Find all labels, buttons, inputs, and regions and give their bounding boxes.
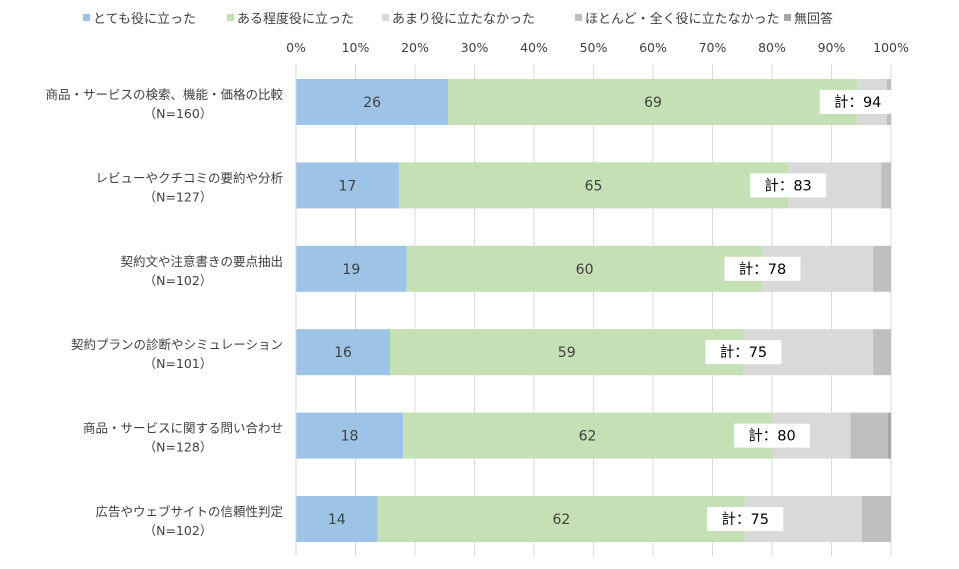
- total-label: 計：80: [748, 428, 795, 445]
- bar-segment: [873, 329, 891, 376]
- bar-segment: [406, 245, 763, 292]
- total-label: 計：83: [764, 177, 811, 194]
- legend-label: とても役に立った: [93, 12, 196, 27]
- category-n-label: （N=101）: [144, 356, 213, 371]
- category-label: 広告やウェブサイトの信頼性判定: [95, 504, 283, 519]
- data-label: 60: [576, 262, 594, 278]
- category-label: 契約文や注意書きの要点抽出: [120, 254, 283, 269]
- data-label: 14: [328, 512, 346, 528]
- category-label: 商品・サービスの検索、機能・価格の比較: [45, 87, 283, 102]
- category-label: 商品・サービスに関する問い合わせ: [83, 421, 283, 436]
- bar-segment: [398, 162, 789, 209]
- data-label: 59: [558, 345, 576, 361]
- x-tick-label: 70%: [699, 40, 727, 55]
- bar-segment: [873, 245, 891, 292]
- x-tick-label: 30%: [461, 40, 489, 55]
- total-label: 計：75: [720, 344, 767, 361]
- x-tick-label: 40%: [520, 40, 548, 55]
- category-n-label: （N=160）: [144, 106, 213, 121]
- bar-segment: [296, 329, 391, 376]
- legend-label: ほとんど・全く役に立たなかった: [585, 11, 780, 27]
- data-label: 62: [552, 512, 570, 528]
- total-label: 計：78: [739, 261, 786, 278]
- bar-segment: [296, 79, 449, 125]
- category-n-label: （N=128）: [144, 440, 213, 455]
- total-label-box: [750, 173, 827, 198]
- data-label: 16: [334, 345, 352, 361]
- legend-swatch: [83, 14, 90, 21]
- legend-label: ある程度役に立った: [237, 11, 354, 27]
- bar-segment: [861, 496, 891, 542]
- legend-swatch: [575, 14, 582, 21]
- bar-segment: [888, 412, 891, 459]
- data-label: 19: [342, 262, 360, 278]
- bar-segment: [296, 412, 404, 459]
- bar-segment: [390, 329, 744, 376]
- bar-segment: [448, 79, 858, 125]
- data-label: 18: [341, 429, 359, 445]
- legend-swatch: [227, 14, 234, 21]
- data-label: 26: [363, 95, 381, 111]
- x-tick-label: 0%: [286, 40, 306, 55]
- category-n-label: （N=102）: [144, 273, 213, 288]
- data-label: 65: [585, 178, 603, 194]
- x-tick-label: 20%: [401, 40, 429, 55]
- bar-segment: [850, 412, 889, 459]
- x-tick-label: 100%: [873, 40, 909, 55]
- total-label-box: [734, 423, 810, 448]
- x-tick-label: 60%: [639, 40, 667, 55]
- category-n-label: （N=127）: [144, 189, 213, 204]
- legend-swatch: [784, 14, 791, 21]
- category-n-label: （N=102）: [144, 523, 213, 538]
- x-tick-label: 50%: [580, 40, 608, 55]
- bar-segment: [296, 162, 399, 209]
- total-label-box: [705, 340, 782, 365]
- legend-swatch: [382, 14, 389, 21]
- data-label: 17: [339, 178, 357, 194]
- legend-label: あまり役に立たなかった: [392, 12, 535, 27]
- category-label: レビューやクチコミの要約や分析: [95, 170, 283, 185]
- bar-segment: [296, 496, 378, 542]
- total-label: 計：75: [721, 511, 768, 528]
- total-label: 計：94: [834, 94, 881, 111]
- total-label-box: [707, 507, 784, 531]
- bar-segment: [377, 496, 746, 542]
- data-label: 62: [579, 429, 597, 445]
- x-tick-label: 90%: [818, 40, 846, 55]
- bar-segment: [296, 245, 407, 292]
- x-tick-label: 10%: [342, 40, 370, 55]
- legend-label: 無回答: [794, 11, 833, 27]
- data-label: 69: [644, 95, 662, 111]
- x-tick-label: 80%: [758, 40, 786, 55]
- bar-segment: [403, 412, 772, 459]
- total-label-box: [819, 90, 896, 114]
- bar-segment: [881, 162, 891, 209]
- total-label-box: [724, 256, 801, 281]
- category-label: 契約プランの診断やシミュレーション: [71, 337, 283, 352]
